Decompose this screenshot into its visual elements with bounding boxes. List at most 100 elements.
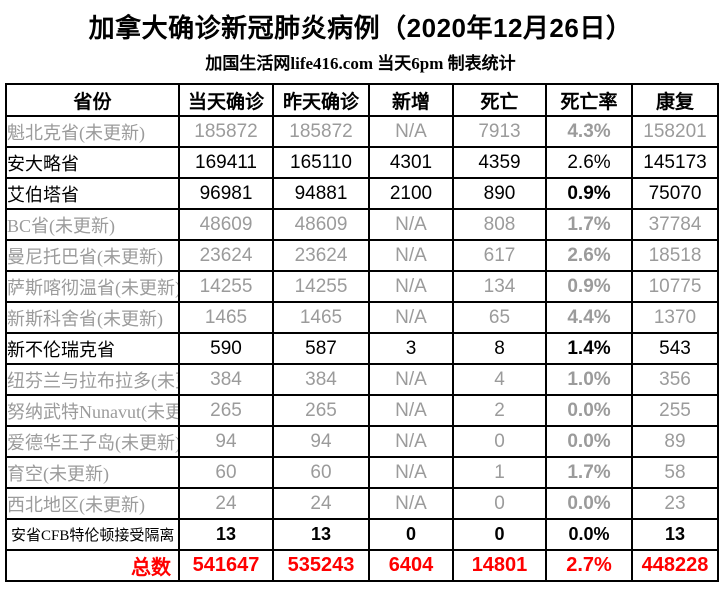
death-rate-cell: 0.9% bbox=[545, 177, 633, 210]
province-cell: 西北地区(未更新) bbox=[5, 487, 180, 520]
table-row-new-brunswick: 新不伦瑞克省 590 587 3 8 1.4% 543 bbox=[5, 332, 719, 365]
new-cell: 0 bbox=[368, 518, 454, 551]
yesterday-cell: 1465 bbox=[272, 301, 370, 334]
deaths-cell: 65 bbox=[452, 301, 547, 334]
yesterday-cell: 384 bbox=[272, 363, 370, 396]
recovered-cell: 37784 bbox=[631, 208, 719, 241]
death-rate-cell: 0.9% bbox=[545, 270, 633, 303]
recovered-cell: 448228 bbox=[631, 549, 719, 582]
death-rate-cell: 4.4% bbox=[545, 301, 633, 334]
recovered-cell: 75070 bbox=[631, 177, 719, 210]
new-cell: N/A bbox=[368, 208, 454, 241]
province-cell: 曼尼托巴省(未更新) bbox=[5, 239, 180, 272]
death-rate-cell: 4.3% bbox=[545, 115, 633, 148]
province-cell: 育空(未更新) bbox=[5, 456, 180, 489]
deaths-cell: 14801 bbox=[452, 549, 547, 582]
death-rate-cell: 2.6% bbox=[545, 239, 633, 272]
death-rate-cell: 1.7% bbox=[545, 208, 633, 241]
province-cell: 爱德华王子岛(未更新) bbox=[5, 425, 180, 458]
new-cell: 3 bbox=[368, 332, 454, 365]
recovered-cell: 10775 bbox=[631, 270, 719, 303]
death-rate-cell: 0.0% bbox=[545, 394, 633, 427]
province-cell: 安大略省 bbox=[5, 146, 180, 179]
yesterday-cell: 265 bbox=[272, 394, 370, 427]
yesterday-cell: 24 bbox=[272, 487, 370, 520]
yesterday-cell: 535243 bbox=[272, 549, 370, 582]
header-row: 省份 当天确诊 昨天确诊 新增 死亡 死亡率 康复 bbox=[5, 83, 719, 117]
table-row-total: 总数 541647 535243 6404 14801 2.7% 448228 bbox=[5, 549, 719, 582]
table-row-cfb-trenton: 安省CFB特伦顿接受隔离 13 13 0 0 0.0% 13 bbox=[5, 518, 719, 551]
table-row-bc: BC省(未更新) 48609 48609 N/A 808 1.7% 37784 bbox=[5, 208, 719, 241]
yesterday-cell: 94 bbox=[272, 425, 370, 458]
new-cell: N/A bbox=[368, 363, 454, 396]
col-header-deaths: 死亡 bbox=[452, 83, 547, 117]
recovered-cell: 145173 bbox=[631, 146, 719, 179]
deaths-cell: 0 bbox=[452, 487, 547, 520]
total-label-cell: 总数 bbox=[5, 549, 180, 582]
table-row-nova-scotia: 新斯科舍省(未更新) 1465 1465 N/A 65 4.4% 1370 bbox=[5, 301, 719, 334]
new-cell: 2100 bbox=[368, 177, 454, 210]
today-cell: 185872 bbox=[178, 115, 274, 148]
col-header-recovered: 康复 bbox=[631, 83, 719, 117]
death-rate-cell: 0.0% bbox=[545, 487, 633, 520]
death-rate-cell: 0.0% bbox=[545, 425, 633, 458]
today-cell: 48609 bbox=[178, 208, 274, 241]
province-cell: 新不伦瑞克省 bbox=[5, 332, 180, 365]
today-cell: 96981 bbox=[178, 177, 274, 210]
yesterday-cell: 23624 bbox=[272, 239, 370, 272]
col-header-yesterday: 昨天确诊 bbox=[272, 83, 370, 117]
today-cell: 1465 bbox=[178, 301, 274, 334]
new-cell: 4301 bbox=[368, 146, 454, 179]
province-cell: 纽芬兰与拉布拉多(未更新) bbox=[5, 363, 180, 396]
col-header-today: 当天确诊 bbox=[178, 83, 274, 117]
deaths-cell: 134 bbox=[452, 270, 547, 303]
deaths-cell: 4359 bbox=[452, 146, 547, 179]
province-cell: 新斯科舍省(未更新) bbox=[5, 301, 180, 334]
yesterday-cell: 185872 bbox=[272, 115, 370, 148]
today-cell: 24 bbox=[178, 487, 274, 520]
new-cell: N/A bbox=[368, 115, 454, 148]
province-cell: 艾伯塔省 bbox=[5, 177, 180, 210]
death-rate-cell: 1.7% bbox=[545, 456, 633, 489]
death-rate-cell: 2.6% bbox=[545, 146, 633, 179]
today-cell: 13 bbox=[178, 518, 274, 551]
deaths-cell: 2 bbox=[452, 394, 547, 427]
today-cell: 169411 bbox=[178, 146, 274, 179]
recovered-cell: 23 bbox=[631, 487, 719, 520]
table-row-ontario: 安大略省 169411 165110 4301 4359 2.6% 145173 bbox=[5, 146, 719, 179]
table-row-pei: 爱德华王子岛(未更新) 94 94 N/A 0 0.0% 89 bbox=[5, 425, 719, 458]
new-cell: N/A bbox=[368, 301, 454, 334]
today-cell: 265 bbox=[178, 394, 274, 427]
today-cell: 384 bbox=[178, 363, 274, 396]
covid-stats-table: 省份 当天确诊 昨天确诊 新增 死亡 死亡率 康复 魁北克省(未更新) 1858… bbox=[5, 83, 719, 582]
page-title: 加拿大确诊新冠肺炎病例（2020年12月26日） bbox=[88, 13, 633, 43]
table-row-saskatchewan: 萨斯喀彻温省(未更新) 14255 14255 N/A 134 0.9% 107… bbox=[5, 270, 719, 303]
recovered-cell: 543 bbox=[631, 332, 719, 365]
col-header-new: 新增 bbox=[368, 83, 454, 117]
deaths-cell: 7913 bbox=[452, 115, 547, 148]
deaths-cell: 4 bbox=[452, 363, 547, 396]
table-row-nunavut: 努纳武特Nunavut(未更新) 265 265 N/A 2 0.0% 255 bbox=[5, 394, 719, 427]
recovered-cell: 18518 bbox=[631, 239, 719, 272]
province-cell: 努纳武特Nunavut(未更新) bbox=[5, 394, 180, 427]
recovered-cell: 158201 bbox=[631, 115, 719, 148]
death-rate-cell: 1.4% bbox=[545, 332, 633, 365]
death-rate-cell: 1.0% bbox=[545, 363, 633, 396]
recovered-cell: 356 bbox=[631, 363, 719, 396]
deaths-cell: 0 bbox=[452, 425, 547, 458]
recovered-cell: 1370 bbox=[631, 301, 719, 334]
deaths-cell: 8 bbox=[452, 332, 547, 365]
today-cell: 590 bbox=[178, 332, 274, 365]
table-row-manitoba: 曼尼托巴省(未更新) 23624 23624 N/A 617 2.6% 1851… bbox=[5, 239, 719, 272]
table-row-nwt: 西北地区(未更新) 24 24 N/A 0 0.0% 23 bbox=[5, 487, 719, 520]
yesterday-cell: 165110 bbox=[272, 146, 370, 179]
recovered-cell: 255 bbox=[631, 394, 719, 427]
yesterday-cell: 60 bbox=[272, 456, 370, 489]
deaths-cell: 1 bbox=[452, 456, 547, 489]
today-cell: 23624 bbox=[178, 239, 274, 272]
col-header-province: 省份 bbox=[5, 83, 180, 117]
deaths-cell: 808 bbox=[452, 208, 547, 241]
page-subtitle: 加国生活网life416.com 当天6pm 制表统计 bbox=[205, 54, 516, 73]
today-cell: 14255 bbox=[178, 270, 274, 303]
new-cell: N/A bbox=[368, 394, 454, 427]
